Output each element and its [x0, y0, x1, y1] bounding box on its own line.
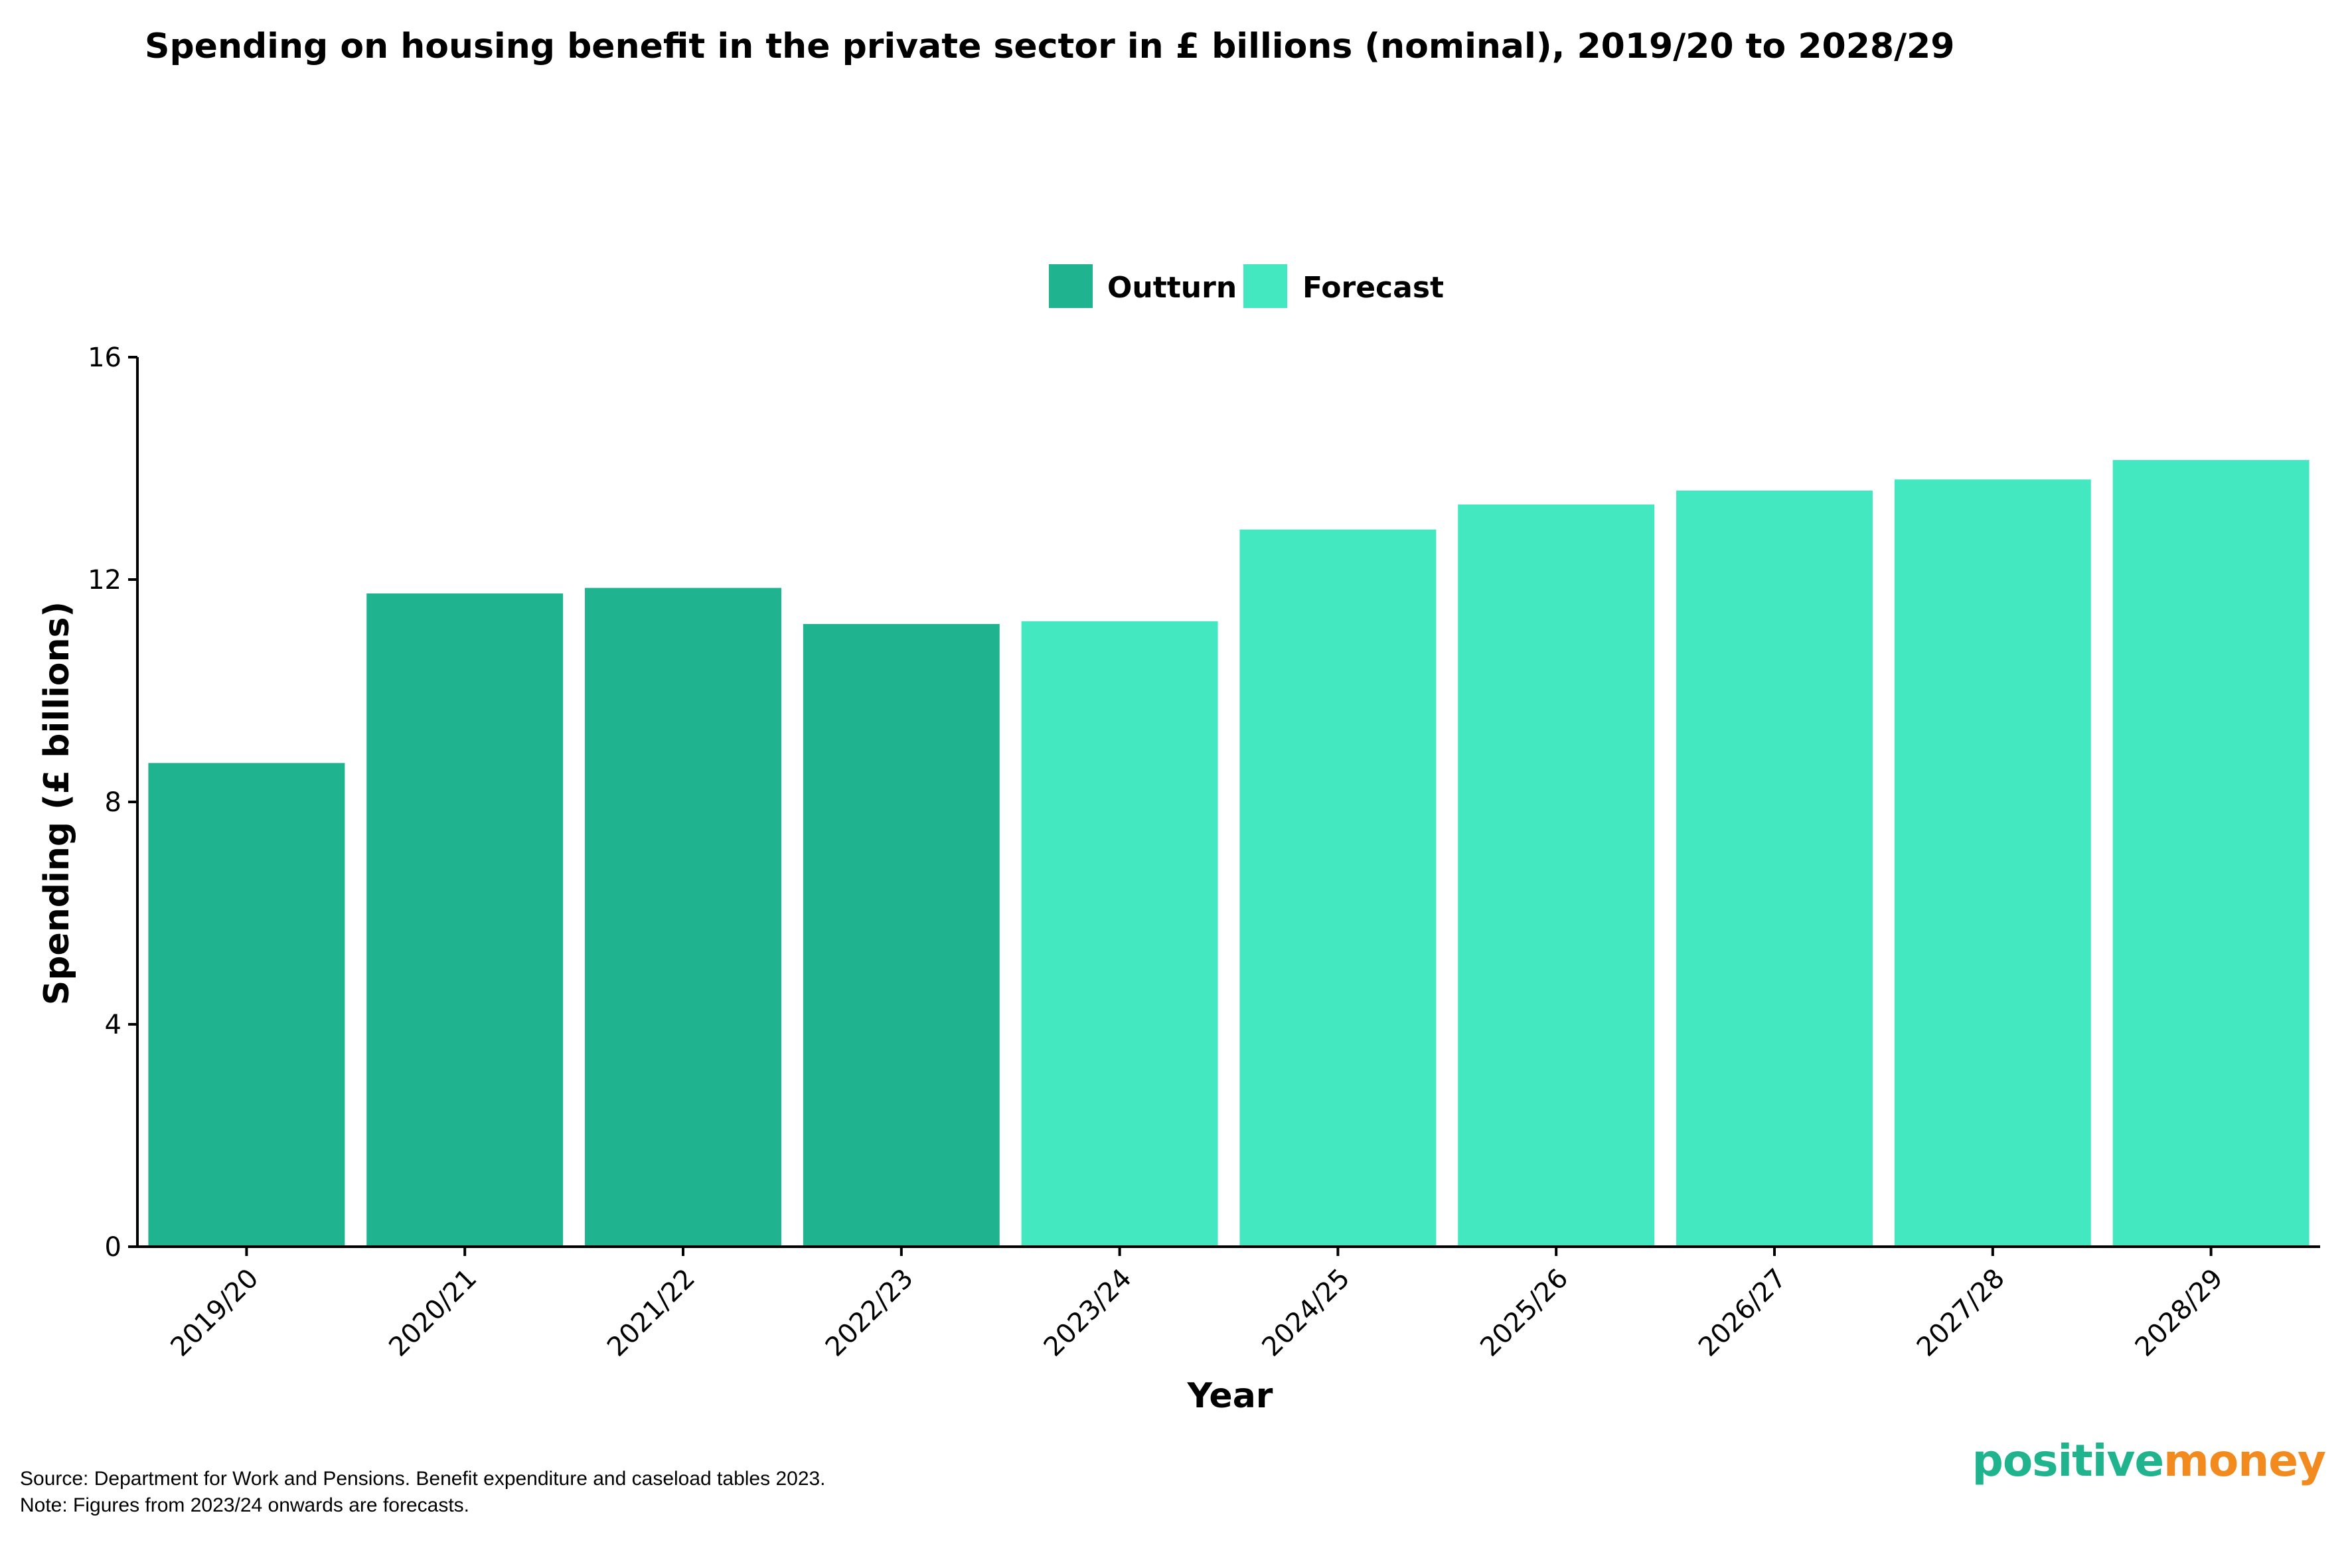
x-tick-label: 2022/23 [820, 1263, 919, 1363]
legend-swatch-outturn [1049, 264, 1093, 308]
legend: Outturn Forecast [1049, 264, 1444, 308]
bar-2023-24 [1021, 621, 1218, 1247]
legend-label-outturn: Outturn [1107, 271, 1237, 305]
bar-2025-26 [1458, 504, 1655, 1247]
bar-2020-21 [366, 593, 564, 1247]
x-tick-label: 2028/29 [2130, 1263, 2229, 1363]
x-tick-label: 2024/25 [1256, 1263, 1356, 1363]
y-tick-label: 12 [88, 565, 121, 595]
x-tick-label: 2026/27 [1693, 1263, 1792, 1363]
legend-label-forecast: Forecast [1302, 271, 1444, 305]
bar-2022-23 [803, 624, 1000, 1247]
y-axis-title: Spending (£ billions) [37, 601, 77, 1005]
bars [148, 459, 2310, 1247]
legend-swatch-forecast [1243, 264, 1287, 308]
bar-2028-29 [2112, 459, 2310, 1247]
bar-2019-20 [148, 763, 345, 1247]
x-ticks: 2019/20 2020/21 2021/22 2022/23 2023/24 2024/… [165, 1247, 2229, 1363]
x-tick-label: 2021/22 [601, 1263, 701, 1363]
x-tick-label: 2019/20 [165, 1263, 264, 1363]
bar-2024-25 [1239, 529, 1437, 1247]
footnotes: Source: Department for Work and Pensions… [20, 1466, 826, 1519]
y-tick-label: 0 [105, 1232, 121, 1263]
positive-money-logo: positivemoney [1972, 1435, 2326, 1486]
x-axis-title: Year [1187, 1376, 1273, 1416]
y-ticks: 0 4 8 12 16 [88, 343, 137, 1263]
y-tick-label: 8 [105, 787, 121, 818]
source-note: Source: Department for Work and Pensions… [20, 1468, 826, 1490]
logo-part-money: money [2163, 1435, 2326, 1486]
x-tick-label: 2023/24 [1038, 1263, 1138, 1363]
bar-2026-27 [1676, 491, 1873, 1247]
chart-title: Spending on housing benefit in the priva… [145, 27, 1955, 66]
y-tick-label: 16 [88, 343, 121, 373]
logo-part-positive: positive [1972, 1435, 2164, 1486]
x-tick-label: 2020/21 [383, 1263, 483, 1363]
bar-2027-28 [1894, 479, 2091, 1247]
y-tick-label: 4 [105, 1010, 121, 1040]
bar-2021-22 [585, 588, 781, 1247]
x-tick-label: 2025/26 [1474, 1263, 1574, 1363]
x-tick-label: 2027/28 [1911, 1263, 2011, 1363]
forecast-note: Note: Figures from 2023/24 onwards are f… [20, 1494, 469, 1516]
